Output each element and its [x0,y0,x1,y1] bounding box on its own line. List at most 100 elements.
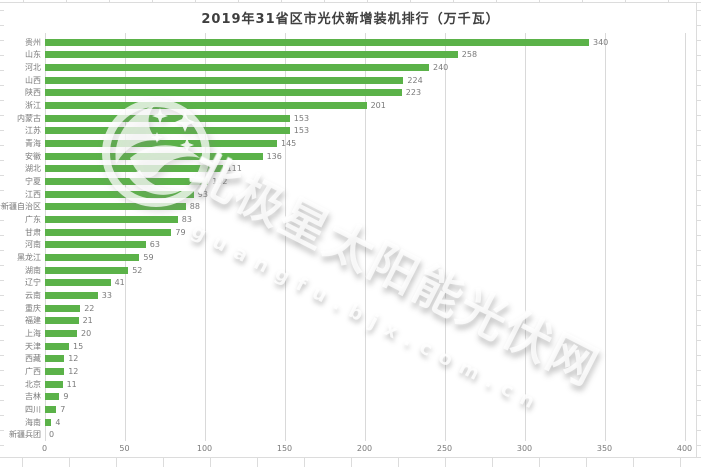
grid-sliver-line [582,0,583,2]
grid-sliver-line [398,458,399,467]
x-axis-tick-label: 300 [516,444,533,453]
gridline [44,33,46,441]
grid-sliver-line [496,0,497,2]
grid-sliver-line [697,355,701,356]
grid-sliver-line [0,400,4,401]
grid-sliver-line [625,0,626,2]
category-label: 上海 [25,328,41,338]
grid-sliver-line [697,295,701,296]
grid-sliver-line [69,458,70,467]
grid-sliver-line [0,115,4,116]
grid-sliver-line [0,130,4,131]
bar [45,64,429,72]
value-label: 12 [68,354,79,364]
grid-sliver-line [697,175,701,176]
grid-sliver-line [0,10,4,11]
grid-sliver-line [304,458,305,467]
category-label: 青海 [25,139,41,149]
bar [45,203,186,211]
category-label: 新疆兵团 [9,430,41,440]
grid-sliver-line [697,400,701,401]
grid-sliver-line [0,280,4,281]
grid-sliver-line [0,40,4,41]
grid-sliver-line [367,0,368,2]
gridline [604,33,606,441]
value-label: 7 [60,404,66,414]
grid-sliver-line [697,205,701,206]
grid-sliver-line [324,0,325,2]
grid-sliver-line [697,55,701,56]
grid-sliver-line [281,0,282,2]
category-label: 贵州 [25,37,41,47]
grid-sliver-line [697,250,701,251]
grid-sliver-line [492,458,493,467]
value-label: 52 [132,265,143,275]
category-label: 海南 [25,417,41,427]
bar [45,405,57,413]
grid-sliver-line [697,235,701,236]
bar [45,342,69,350]
bar [45,317,79,325]
grid-sliver-line [697,220,701,221]
grid-sliver-line [0,370,4,371]
x-axis-tick-label: 200 [356,444,373,453]
value-label: 258 [461,50,478,60]
x-axis-tick-label: 250 [436,444,453,453]
value-label: 102 [212,177,228,187]
bar [45,127,290,135]
grid-sliver-line [697,70,701,71]
bar [45,329,77,337]
grid-sliver-line [210,458,211,467]
bar [45,418,52,426]
grid-sliver-line [410,0,411,2]
category-label: 重庆 [25,303,41,313]
value-label: 22 [84,303,95,313]
bar [45,216,178,224]
bar [45,114,290,122]
grid-sliver-line [0,175,4,176]
category-label: 湖南 [25,265,41,275]
category-label: 宁夏 [25,177,41,187]
grid-sliver-line [0,250,4,251]
grid-sliver-line [0,235,4,236]
grid-sliver-line [539,0,540,2]
category-label: 广西 [25,366,41,376]
gridline [684,33,686,441]
grid-sliver-line [22,458,23,467]
grid-sliver-line [195,0,196,2]
category-label: 广东 [25,215,41,225]
category-label: 河南 [25,240,41,250]
x-axis-tick-label: 400 [676,444,693,453]
grid-sliver-line [0,430,4,431]
category-label: 浙江 [25,101,41,111]
grid-sliver-line [0,295,4,296]
bar [45,76,404,84]
value-label: 145 [281,139,297,149]
bar [45,165,223,173]
grid-sliver-line [0,355,4,356]
bar [45,279,111,287]
category-label: 江苏 [25,126,41,136]
value-label: 224 [407,75,423,85]
grid-sliver-line [0,445,4,446]
grid-sliver-line [697,10,701,11]
bar [45,367,65,375]
bar [45,393,60,401]
grid-sliver-line [697,160,701,161]
grid-sliver-line [697,265,701,266]
category-label: 辽宁 [25,278,41,288]
grid-sliver-line [152,0,153,2]
grid-sliver-line [697,130,701,131]
gridline [204,33,206,441]
grid-sliver-line [697,100,701,101]
gridline [364,33,366,441]
grid-sliver-line [586,458,587,467]
value-label: 136 [266,151,282,161]
grid-sliver-line [0,265,4,266]
grid-sliver-line [0,457,701,458]
grid-sliver-line [697,145,701,146]
value-label: 93 [197,189,208,199]
category-label: 北京 [25,379,41,389]
category-label: 新疆自治区 [1,202,41,212]
